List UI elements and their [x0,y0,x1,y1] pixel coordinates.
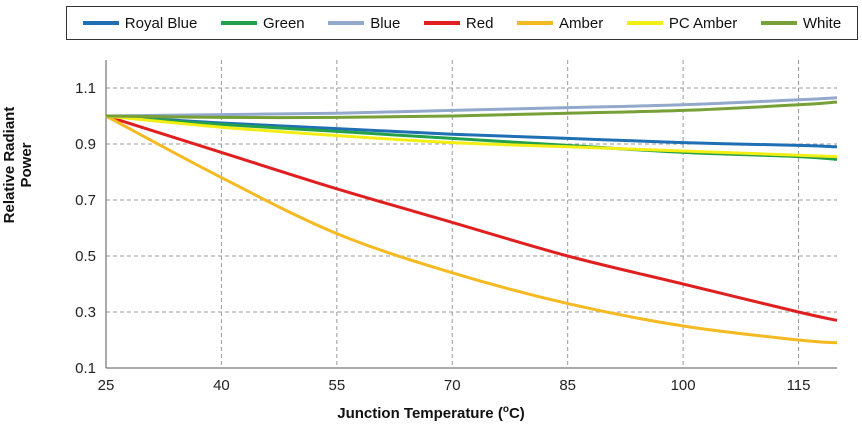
series-line-red [105,114,838,322]
x-tick-label: 115 [787,377,811,394]
x-tick-label: 25 [98,377,115,394]
plot-background [106,60,837,368]
legend-item-amber: Amber [517,15,603,32]
legend-item-pc-amber: PC Amber [626,14,738,32]
x-tick-label: 70 [444,377,461,394]
legend: Royal Blue Green Blue Red Amber PC Amber White [66,6,858,40]
legend-item-blue: Blue [328,15,400,32]
legend-swatch [328,21,365,25]
y-axis-label: Relative Radiant Power [1,106,35,224]
legend-label: Red [465,14,494,32]
legend-swatch [517,21,554,25]
x-axis-label-text: Junction Temperature ( [337,405,503,422]
y-tick-label: 0.1 [75,360,96,377]
series-line-white [105,100,838,120]
legend-label: Royal Blue [124,14,198,32]
series-line-blue [105,96,838,118]
legend-swatch [423,21,460,25]
y-tick-label: 0.5 [75,248,96,265]
x-tick-label: 55 [328,377,345,394]
x-axis-label-sup: o [502,404,509,415]
legend-label: PC Amber [668,14,738,32]
x-tick-label: 100 [671,377,696,394]
legend-item-green: Green [220,14,305,32]
legend-item-red: Red [423,14,494,32]
x-axis-label: Junction Temperature (oC) [0,404,862,422]
legend-swatch [626,21,663,25]
x-tick-label: 40 [213,377,230,394]
x-axis-label-tail: C) [508,405,525,422]
legend-label: Amber [559,14,604,32]
y-tick-label: 1.1 [75,80,96,97]
legend-item-white: White [760,14,842,32]
legend-swatch [760,21,797,25]
legend-swatch [220,21,257,25]
legend-label: Blue [370,14,401,32]
y-tick-label: 0.7 [75,192,96,209]
y-tick-label: 0.3 [75,304,96,321]
y-tick-label: 0.9 [75,136,96,153]
x-tick-label: 85 [559,377,576,394]
legend-label: Green [262,14,305,32]
series-line-pc-amber [105,114,838,159]
series-line-amber [105,114,838,345]
legend-label: White [802,14,842,32]
legend-swatch [82,21,119,25]
legend-item-royal-blue: Royal Blue [82,14,198,32]
